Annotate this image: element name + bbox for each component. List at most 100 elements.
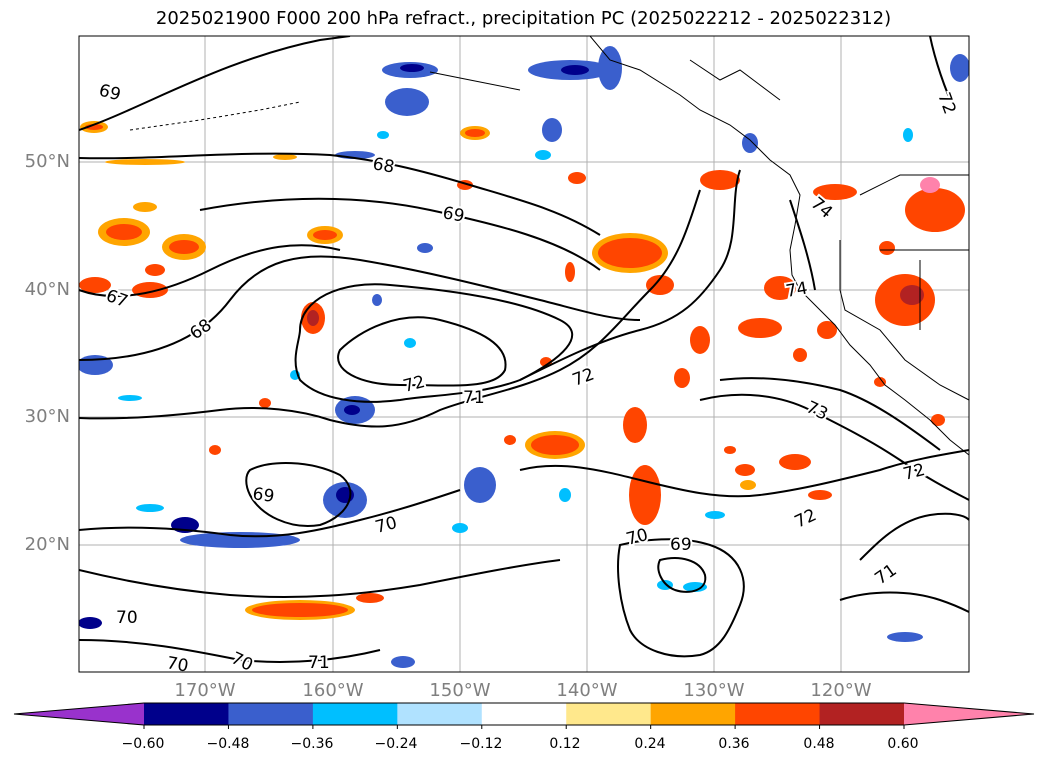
colorbar-tick-label: 0.12 <box>549 736 581 752</box>
coastline-alaska <box>429 71 521 91</box>
lon-label-130w: 130°W <box>683 680 745 701</box>
pos-patch <box>690 326 710 354</box>
contour-70b <box>79 489 461 538</box>
contour-72 <box>519 169 741 381</box>
contour-72c <box>519 449 969 498</box>
pos-patch <box>646 275 674 295</box>
colorbar-swatch <box>566 703 652 725</box>
pos-patch <box>133 202 157 212</box>
positive-anomaly-patches <box>79 121 965 620</box>
colorbar-tick-label: −0.36 <box>290 736 334 752</box>
pos-patch <box>793 348 807 362</box>
neg-patch <box>542 118 562 142</box>
pos-patch <box>105 159 185 165</box>
pos-patch-core <box>313 230 337 240</box>
contour-68b <box>79 255 641 361</box>
coastlines <box>129 36 969 456</box>
colorbar-swatch <box>650 703 736 725</box>
gridlines <box>79 36 969 672</box>
contour-72-ne <box>929 36 956 111</box>
pos-patch <box>209 445 221 455</box>
neg-patch <box>903 128 913 142</box>
lat-label-50n: 50°N <box>24 151 70 172</box>
pos-patch <box>568 172 586 184</box>
colorbar-swatch <box>228 703 314 725</box>
contour-label: 70 <box>116 608 138 628</box>
coastline-bc <box>689 59 781 101</box>
colorbar-tick-label: −0.48 <box>206 736 250 752</box>
colorbar-swatch <box>397 703 483 725</box>
pos-patch <box>145 264 165 276</box>
pos-patch <box>565 262 575 282</box>
lat-label-20n: 20°N <box>24 534 70 555</box>
contour-label: 70 <box>165 653 190 676</box>
contour-70c <box>79 559 561 598</box>
colorbar-tick-label: 0.24 <box>634 736 666 752</box>
pos-patch <box>700 170 740 190</box>
colorbar-swatch <box>481 703 567 725</box>
lon-label-120w: 120°W <box>810 680 872 701</box>
pos-patch <box>540 357 552 367</box>
pos-patch <box>905 188 965 232</box>
neg-patch <box>535 150 551 160</box>
colorbar-swatch <box>735 703 821 725</box>
contour-label: 69 <box>441 203 466 226</box>
colorbar <box>13 702 1035 729</box>
contour-label: 71 <box>463 388 485 408</box>
pos-patch <box>629 465 661 525</box>
coastline-north-america <box>589 36 969 456</box>
lat-label-30n: 30°N <box>24 406 70 427</box>
colorbar-tick-label: 0.36 <box>718 736 750 752</box>
neg-patch <box>79 617 102 629</box>
neg-patch <box>598 46 622 90</box>
neg-patch <box>452 523 468 533</box>
neg-patch-core <box>561 65 589 75</box>
lon-label-160w: 160°W <box>302 680 364 701</box>
colorbar-swatch <box>312 703 398 725</box>
pos-patch <box>132 282 168 298</box>
contour-71b <box>839 591 969 613</box>
colorbar-upper-extend-arrow <box>904 703 1034 725</box>
contour-73 <box>699 393 969 501</box>
pos-patch <box>808 490 832 500</box>
colorbar-tick-label: −0.60 <box>121 736 165 752</box>
colorbar-swatch <box>819 703 905 725</box>
lon-label-140w: 140°W <box>556 680 618 701</box>
contour-70-closed <box>617 538 745 658</box>
neg-patch <box>136 504 164 512</box>
neg-patch-core <box>400 64 424 72</box>
neg-patch <box>887 632 923 642</box>
contour-70 <box>79 189 701 428</box>
colorbar-tick-label: −0.24 <box>374 736 418 752</box>
neg-patch <box>391 656 415 668</box>
contour-label: 69 <box>670 535 692 555</box>
pos-patch <box>817 321 837 339</box>
neg-patch <box>950 54 969 82</box>
neg-patch <box>118 395 142 401</box>
contour-label: 71 <box>308 653 330 673</box>
neg-patch <box>417 243 433 253</box>
neg-patch <box>372 294 382 306</box>
pos-patch-core <box>169 240 199 254</box>
refractivity-contours <box>79 36 969 663</box>
pos-patch <box>779 454 811 470</box>
contour-74 <box>789 199 816 291</box>
neg-patch <box>559 488 571 502</box>
contour-label: 68 <box>371 154 396 177</box>
border-canada-us <box>859 174 969 196</box>
neg-patch <box>404 338 416 348</box>
colorbar-swatch <box>144 703 229 725</box>
pos-patch-core <box>106 224 142 240</box>
contour-69 <box>199 197 601 271</box>
pos-patch <box>764 276 796 300</box>
pos-patch-core <box>252 603 348 617</box>
lon-label-170w: 170°W <box>174 680 236 701</box>
pos-patch <box>813 184 857 200</box>
neg-patch <box>742 133 758 153</box>
pos-patch <box>273 154 297 160</box>
map-title: 2025021900 F000 200 hPa refract., precip… <box>155 8 892 29</box>
neg-patch <box>377 131 389 139</box>
contour-68 <box>79 152 601 236</box>
map-frame-bg <box>79 36 969 672</box>
contour-72-closed <box>337 316 507 387</box>
